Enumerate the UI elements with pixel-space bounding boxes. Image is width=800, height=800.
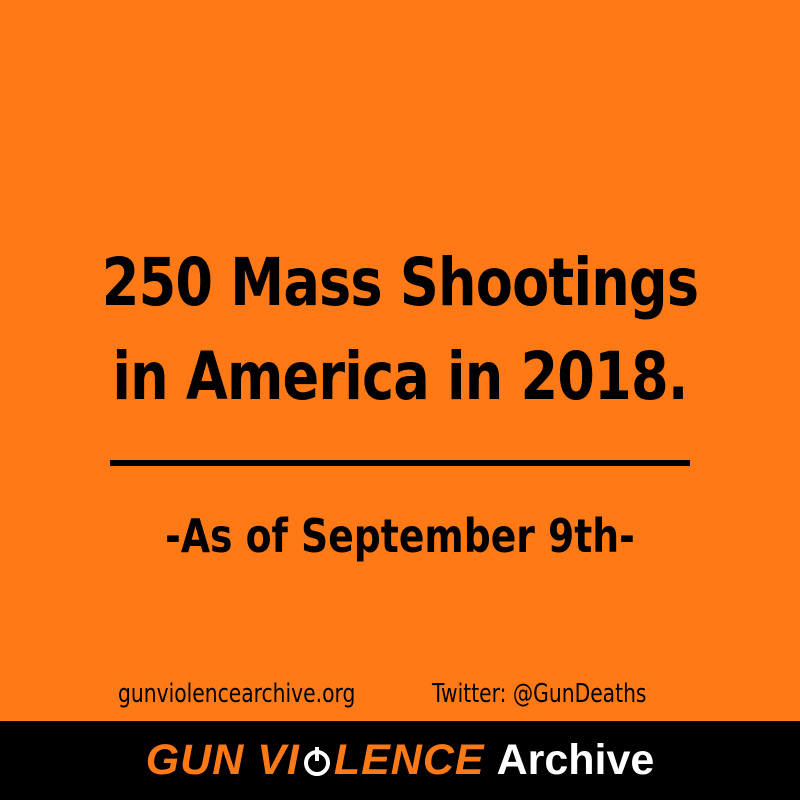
headline: 250 Mass Shootings in America in 2018. (72, 236, 728, 424)
date-subline: -As of September 9th- (165, 509, 635, 563)
twitter-credit: Twitter: @GunDeaths (432, 679, 647, 709)
power-o-icon (302, 745, 332, 777)
brand-text-lence: LENCE (333, 736, 485, 784)
website-credit: gunviolencearchive.org (118, 679, 356, 709)
divider-rule (110, 460, 690, 466)
headline-line-1: 250 Mass Shootings (101, 244, 699, 321)
brand-text-gun-vi: GUN VI (145, 736, 300, 784)
brand-logo: GUN VI LENCE Archive (0, 721, 800, 800)
footer-brand-bar: GUN VI LENCE Archive (0, 721, 800, 800)
brand-text-archive: Archive (496, 736, 655, 784)
headline-line-2: in America in 2018. (112, 338, 688, 415)
